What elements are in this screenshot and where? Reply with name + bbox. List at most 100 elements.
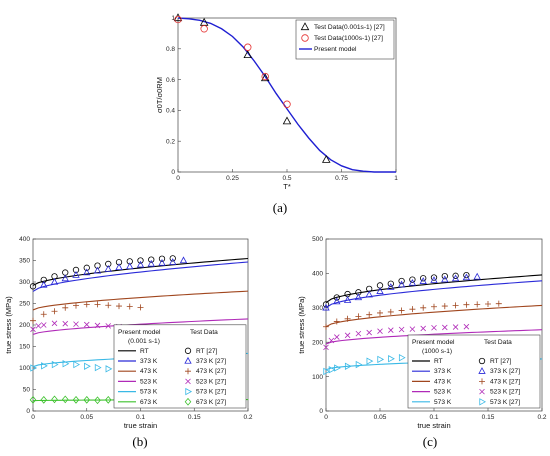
data-point <box>463 323 470 330</box>
data-point <box>40 395 48 404</box>
data-point-1000 <box>174 15 182 24</box>
x-tick-label: 0 <box>324 414 328 421</box>
x-tick-label: 1 <box>394 175 398 182</box>
data-point <box>474 301 481 308</box>
data-point <box>409 306 416 313</box>
data-point <box>51 395 58 404</box>
data-point <box>61 274 69 282</box>
data-point-0001 <box>173 13 183 22</box>
legend-label: 473 K [27] <box>490 378 520 385</box>
data-point <box>73 321 79 327</box>
data-point <box>137 257 144 264</box>
data-point <box>408 278 417 286</box>
data-point <box>83 264 90 271</box>
legend-marker <box>184 347 192 354</box>
data-point <box>158 258 166 266</box>
legend-label: 573 K [27] <box>196 389 226 396</box>
legend-label: 373 K [27] <box>196 358 226 365</box>
data-point <box>137 304 144 311</box>
data-point-0001 <box>282 116 292 125</box>
y-tick-label: 0 <box>319 408 323 415</box>
data-point <box>41 362 48 370</box>
y-tick-label: 0.2 <box>166 138 175 145</box>
data-point <box>104 265 112 272</box>
x-tick-label: 0.2 <box>537 414 546 421</box>
data-point <box>40 322 47 328</box>
y-tick-label: 50 <box>23 387 31 394</box>
data-point <box>93 266 102 274</box>
data-point-0001 <box>260 73 270 82</box>
data-point <box>397 280 406 288</box>
data-point <box>333 297 341 305</box>
y-tick-label: 150 <box>19 344 30 351</box>
data-point <box>366 357 374 365</box>
data-point <box>409 326 416 332</box>
legend-label: 373 K <box>140 358 158 365</box>
y-tick-label: 0.6 <box>166 77 175 84</box>
legend-marker <box>479 398 487 406</box>
data-point <box>50 277 59 285</box>
legend-marker <box>185 378 191 385</box>
model-curve <box>325 329 543 345</box>
x-axis-label: T* <box>283 182 291 191</box>
data-point <box>94 262 101 269</box>
data-point <box>126 258 133 265</box>
legend-marker <box>479 388 485 395</box>
x-tick-label: 0 <box>176 175 180 182</box>
model-curve <box>32 261 249 292</box>
panel-label-c: (c) <box>423 434 437 449</box>
legend-header: Test Data <box>484 339 512 346</box>
legend-label: 523 K <box>434 389 452 396</box>
legend-label: 673 K <box>140 399 158 406</box>
data-point <box>451 274 460 282</box>
legend-label: 373 K [27] <box>490 368 520 375</box>
data-point-1000 <box>244 43 252 51</box>
data-point <box>126 262 134 270</box>
data-point <box>116 303 122 310</box>
data-point <box>323 344 329 351</box>
data-point <box>147 259 155 267</box>
data-point <box>29 283 37 290</box>
x-tick-label: 0.5 <box>282 175 291 182</box>
x-tick-label: 0.05 <box>374 414 387 421</box>
data-point <box>83 395 91 404</box>
legend-label: RT [27] <box>196 348 218 355</box>
legend-label: Present model <box>314 46 357 53</box>
data-point <box>72 271 80 278</box>
data-point-1000 <box>200 25 208 33</box>
data-point <box>387 283 395 290</box>
y-tick-label: 1 <box>171 15 175 22</box>
data-point <box>420 325 426 332</box>
data-point <box>473 272 481 280</box>
data-point <box>40 276 47 284</box>
data-point <box>94 396 101 405</box>
data-point <box>365 290 373 298</box>
data-point <box>334 334 340 340</box>
data-point <box>148 256 155 263</box>
data-point <box>495 300 502 307</box>
data-point <box>169 258 177 265</box>
model-curve <box>32 257 249 286</box>
data-point <box>485 301 491 308</box>
legend-label: 573 K [27] <box>490 399 520 406</box>
data-point <box>94 363 102 372</box>
chart-panel-c: 0 0.05 0.1 0.15 0.2 0 100 200 300 400 500 true stra… <box>297 236 547 430</box>
data-point <box>30 317 36 324</box>
legend-label: 673 K [27] <box>196 399 226 406</box>
data-point <box>83 321 90 328</box>
data-point <box>388 355 395 363</box>
legend-label: RT [27] <box>490 358 512 365</box>
data-point-1000 <box>283 100 291 108</box>
data-point <box>94 301 101 308</box>
data-point <box>51 360 59 369</box>
legend-label: Test Data(0.001s-1) [27] <box>314 24 385 31</box>
panel-label-b: (b) <box>132 434 147 449</box>
data-point <box>366 329 372 336</box>
y-tick-label: 100 <box>312 374 323 381</box>
data-point <box>333 294 340 301</box>
data-point <box>323 323 329 330</box>
legend-marker <box>185 387 193 396</box>
legend-header: (0.001 s-1) <box>128 338 160 345</box>
data-point <box>323 367 331 376</box>
